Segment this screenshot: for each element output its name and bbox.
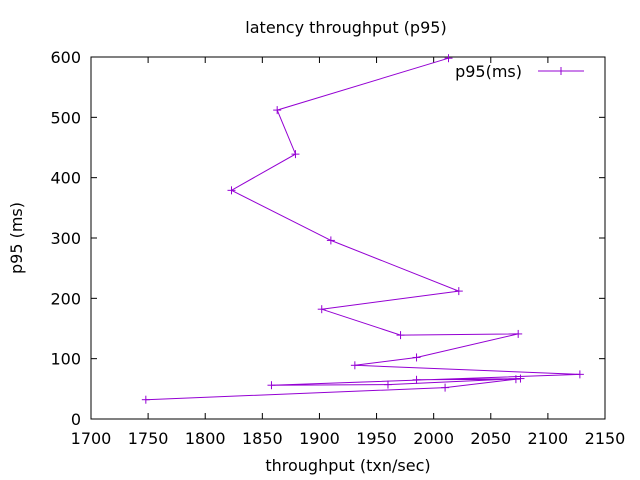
x-tick-label: 2050 <box>470 429 511 448</box>
chart-title: latency throughput (p95) <box>245 18 446 37</box>
x-tick-label: 2000 <box>413 429 454 448</box>
x-axis: 1700 1750 1800 1850 1900 1950 2000 2050 2100 2150 <box>71 57 626 448</box>
x-tick-label: 2150 <box>585 429 626 448</box>
y-tick-label: 400 <box>50 169 81 188</box>
y-tick-label: 300 <box>50 229 81 248</box>
y-tick-label: 100 <box>50 350 81 369</box>
y-axis-label: p95 (ms) <box>7 202 26 274</box>
x-tick-label: 1900 <box>299 429 340 448</box>
legend-label: p95(ms) <box>455 62 522 81</box>
x-axis-label: throughput (txn/sec) <box>265 456 430 475</box>
x-tick-label: 1750 <box>128 429 169 448</box>
y-axis: 0 100 200 300 400 500 600 <box>50 48 605 429</box>
x-tick-label: 1800 <box>185 429 226 448</box>
series-layer <box>141 54 584 404</box>
plot-area: 0 100 200 300 400 500 600 1700 1750 1800 1850 1900… <box>50 48 625 448</box>
x-tick-label: 2100 <box>528 429 569 448</box>
y-tick-label: 500 <box>50 108 81 127</box>
x-tick-label: 1950 <box>356 429 397 448</box>
legend-marker <box>557 67 565 75</box>
legend: p95(ms) <box>455 62 584 81</box>
y-tick-label: 0 <box>71 410 81 429</box>
series-line <box>145 57 580 401</box>
y-tick-label: 600 <box>50 48 81 67</box>
x-tick-label: 1700 <box>71 429 112 448</box>
plot-frame <box>90 56 606 420</box>
y-tick-label: 200 <box>50 289 81 308</box>
x-tick-label: 1850 <box>242 429 283 448</box>
